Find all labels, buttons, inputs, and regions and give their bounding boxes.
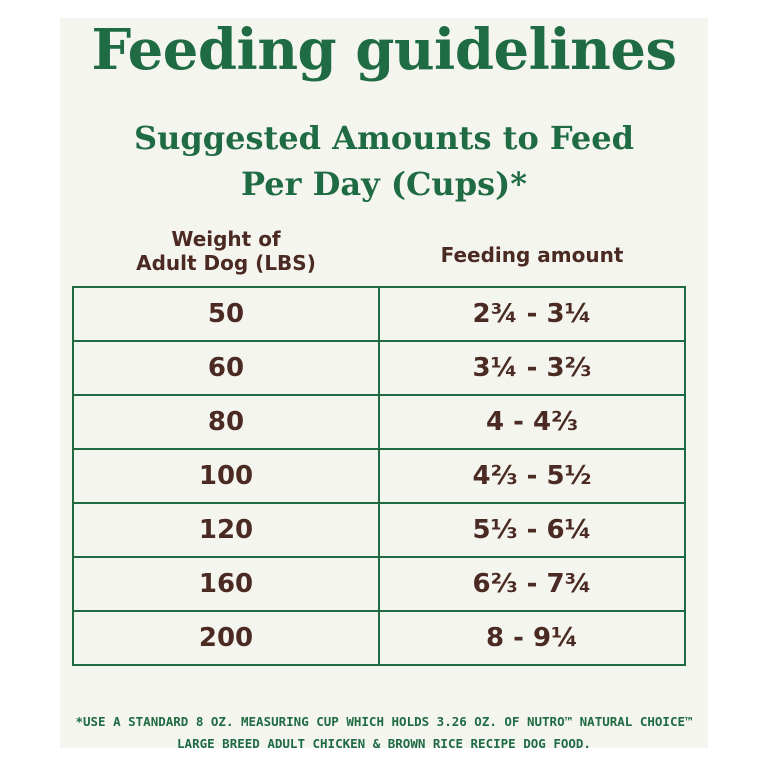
footnote-line-2: LARGE BREED ADULT CHICKEN & BROWN RICE R… <box>177 736 591 751</box>
weight-cell: 50 <box>71 286 381 342</box>
page-title: Feeding guidelines <box>91 17 677 83</box>
weight-cell: 60 <box>71 340 381 396</box>
weight-column-header: Weight of Adult Dog (LBS) <box>100 227 352 275</box>
weight-header-line-2: Adult Dog (LBS) <box>136 251 316 275</box>
table-row: 100 4⅔ - 5½ <box>71 448 686 504</box>
subtitle-line-1: Suggested Amounts to Feed <box>134 119 634 157</box>
amount-cell: 5⅓ - 6¼ <box>378 502 686 558</box>
table-row: 60 3¼ - 3⅔ <box>71 340 686 396</box>
table-row: 160 6⅔ - 7¾ <box>71 556 686 612</box>
amount-cell: 2¾ - 3¼ <box>378 286 686 342</box>
weight-cell: 80 <box>71 394 381 450</box>
weight-cell: 160 <box>71 556 381 612</box>
amount-cell: 8 - 9¼ <box>378 610 686 666</box>
amount-cell: 6⅔ - 7¾ <box>378 556 686 612</box>
weight-cell: 120 <box>71 502 381 558</box>
footnote-line-1: *USE A STANDARD 8 OZ. MEASURING CUP WHIC… <box>75 714 693 729</box>
feeding-table: 50 2¾ - 3¼ 60 3¼ - 3⅔ 80 4 - 4⅔ 100 4⅔ -… <box>71 286 686 666</box>
weight-cell: 100 <box>71 448 381 504</box>
weight-cell: 200 <box>71 610 381 666</box>
table-row: 50 2¾ - 3¼ <box>71 286 686 342</box>
amount-cell: 4 - 4⅔ <box>378 394 686 450</box>
subtitle-line-2: Per Day (Cups)* <box>241 165 527 203</box>
table-row: 80 4 - 4⅔ <box>71 394 686 450</box>
table-row: 120 5⅓ - 6¼ <box>71 502 686 558</box>
table-row: 200 8 - 9¼ <box>71 610 686 666</box>
weight-header-line-1: Weight of <box>171 227 281 251</box>
amount-cell: 3¼ - 3⅔ <box>378 340 686 396</box>
feeding-column-header: Feeding amount <box>440 243 624 267</box>
amount-cell: 4⅔ - 5½ <box>378 448 686 504</box>
